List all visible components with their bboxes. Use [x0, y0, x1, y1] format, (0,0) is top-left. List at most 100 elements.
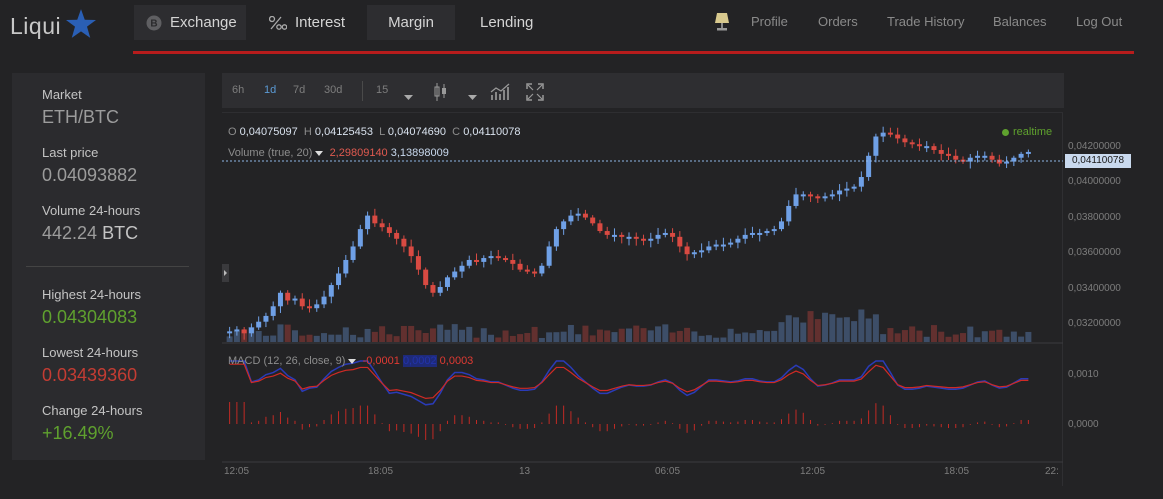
volume-bar: [705, 335, 712, 342]
volume-bar: [684, 327, 691, 342]
candle: [314, 304, 320, 309]
volume-bar: [640, 328, 647, 342]
candle: [996, 159, 1002, 164]
range-7d[interactable]: 7d: [293, 84, 306, 96]
price-axis-label: 0,03600000: [1068, 247, 1121, 258]
candle: [263, 315, 269, 322]
volume-bar: [546, 332, 553, 342]
market-label: Market: [42, 87, 82, 102]
price-axis-label: 0,04000000: [1068, 176, 1121, 187]
nav-margin[interactable]: Margin: [367, 5, 455, 40]
macd-axis-label: 0,0000: [1068, 419, 1099, 430]
range-6h[interactable]: 6h: [232, 84, 245, 96]
candle: [938, 150, 944, 154]
volume-bar: [923, 336, 930, 342]
candle: [1004, 161, 1010, 164]
volume-bar: [669, 332, 676, 342]
candle: [822, 196, 828, 199]
candle: [365, 215, 371, 230]
candle: [466, 259, 472, 266]
candle: [728, 242, 734, 245]
open-value: 0,04075097: [239, 126, 298, 138]
candle: [568, 215, 574, 222]
indicators-icon[interactable]: [490, 83, 510, 106]
volume-bar: [865, 318, 872, 342]
candlestick-icon[interactable]: [434, 82, 448, 107]
active-underline: [133, 51, 1134, 54]
candle: [764, 231, 770, 234]
status-dot-icon: [1002, 128, 1009, 136]
volume-bar: [647, 330, 654, 342]
candle: [967, 157, 973, 162]
candle: [321, 296, 327, 305]
candle: [343, 259, 349, 274]
candle: [829, 194, 835, 197]
nav-profile[interactable]: Profile: [751, 14, 788, 29]
volume-bar: [509, 335, 516, 342]
low-label: Lowest 24-hours: [42, 345, 139, 360]
volume-bar: [749, 333, 756, 342]
last-price-value: 0.04093882: [42, 165, 138, 185]
volume-bar: [553, 332, 560, 342]
candle: [285, 292, 291, 301]
nav-lending[interactable]: Lending: [480, 5, 533, 40]
volume-label: Volume 24-hours: [42, 203, 141, 218]
candle: [386, 227, 392, 233]
interval-select[interactable]: 15: [376, 84, 389, 96]
candle: [357, 229, 363, 247]
time-axis-label: 12:05: [224, 466, 250, 477]
candle: [553, 229, 559, 247]
candle: [641, 238, 647, 241]
range-1d[interactable]: 1d: [264, 84, 277, 96]
volume-bar: [604, 330, 611, 342]
logo[interactable]: Liqui: [10, 9, 97, 43]
top-bar: Liqui B Exchange Interest Margin Lending…: [0, 0, 1163, 56]
candle: [604, 231, 610, 235]
macd-indicator-readout[interactable]: MACD (12, 26, close, 9) -0,0001 0,0002 0…: [228, 355, 473, 367]
chevron-down-icon[interactable]: [404, 88, 413, 106]
volume-indicator-readout[interactable]: Volume (true, 20) 2,29809140 3,13898009: [228, 147, 449, 159]
price-chart[interactable]: O 0,04075097 H 0,04125453 L 0,04074690 C…: [222, 112, 1131, 486]
logo-text: Liqui: [10, 12, 62, 39]
lamp-icon[interactable]: [713, 11, 731, 37]
volume-bar: [836, 317, 843, 342]
candle: [844, 188, 850, 191]
chevron-down-icon[interactable]: [348, 355, 357, 367]
candle: [713, 244, 719, 247]
volume-bar: [691, 331, 698, 342]
candle: [611, 234, 617, 237]
chevron-down-icon[interactable]: [315, 147, 324, 159]
volume-bar: [277, 324, 284, 342]
volume-bar: [916, 330, 923, 342]
nav-interest[interactable]: Interest: [269, 5, 345, 40]
candle: [292, 298, 298, 301]
candle: [1018, 153, 1024, 158]
nav-orders[interactable]: Orders: [818, 14, 858, 29]
candle: [895, 134, 901, 139]
candle: [495, 256, 501, 259]
candle: [277, 292, 283, 307]
chart-canvas[interactable]: [222, 113, 1063, 486]
expand-panel-handle[interactable]: [222, 264, 229, 282]
volume-bar: [952, 334, 959, 342]
candle: [945, 153, 951, 156]
candle: [706, 246, 712, 251]
nav-logout[interactable]: Log Out: [1076, 14, 1123, 29]
time-axis-label: 06:05: [655, 466, 681, 477]
fullscreen-icon[interactable]: [526, 83, 544, 106]
candle: [648, 238, 654, 241]
nav-exchange[interactable]: B Exchange: [134, 5, 246, 40]
macd-value-3: 0,0003: [439, 355, 474, 367]
volume-bar: [517, 334, 524, 342]
bitcoin-icon: B: [146, 15, 162, 31]
chevron-down-icon[interactable]: [468, 88, 477, 106]
percent-icon: [269, 15, 287, 30]
time-axis-label: 18:05: [944, 466, 970, 477]
volume-amount: 442.24: [42, 223, 98, 243]
nav-trade-history[interactable]: Trade History: [887, 14, 965, 29]
nav-margin-label: Margin: [388, 14, 434, 31]
range-30d[interactable]: 30d: [324, 84, 343, 96]
nav-balances[interactable]: Balances: [993, 14, 1047, 29]
volume-bar: [727, 328, 734, 342]
candle: [590, 217, 596, 224]
